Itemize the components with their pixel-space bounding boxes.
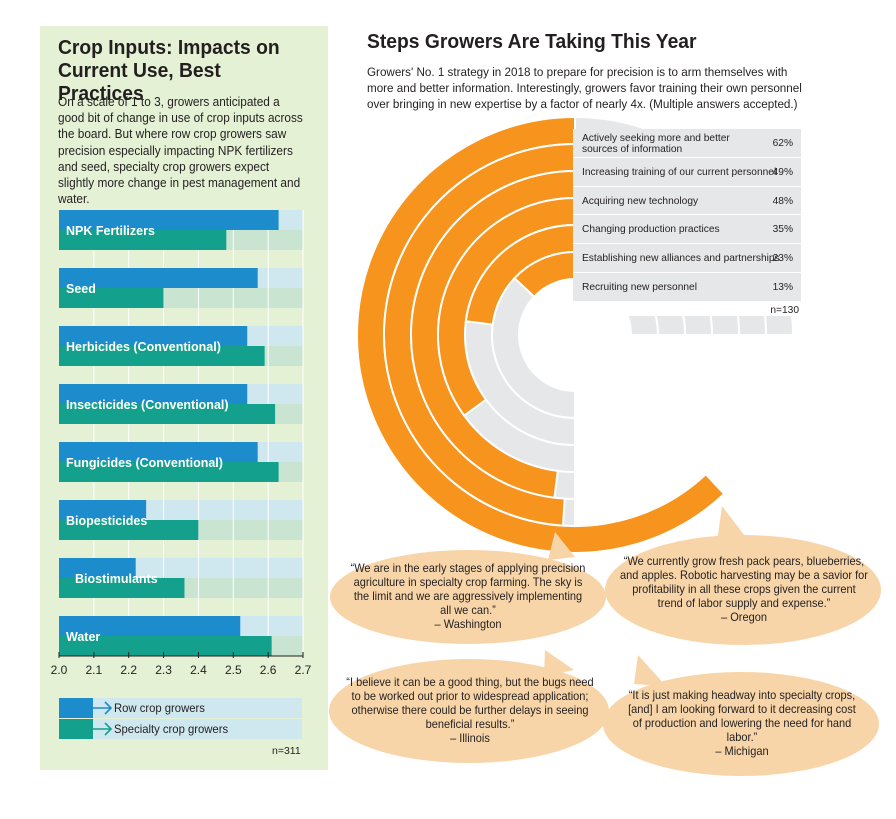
step-percent: 23%: [772, 253, 793, 265]
bar-specialty-crop: [59, 288, 164, 308]
quote-michigan: “It is just making headway into specialt…: [620, 678, 864, 770]
step-label: Recruiting new personnel: [582, 281, 697, 293]
bar-row-crop: [59, 384, 248, 404]
step-label: Establishing new alliances and partnersh…: [582, 253, 780, 265]
step-label: Actively seeking more and better sources…: [582, 133, 730, 155]
x-tick-label: 2.3: [155, 663, 172, 677]
quote-text: “I believe it can be a good thing, but t…: [346, 676, 594, 731]
x-tick-label: 2.2: [120, 663, 137, 677]
category-label: Fungicides (Conventional): [66, 456, 223, 470]
legend-swatch-row-crop: [59, 698, 93, 718]
category-label: Biostimulants: [75, 572, 158, 586]
bar-row-crop: [59, 616, 241, 636]
crop-inputs-sample-size: n=311: [272, 745, 301, 757]
step-label: Changing production practices: [582, 224, 720, 236]
quote-source: – Michigan: [715, 745, 769, 758]
bubble-tail: [634, 655, 666, 686]
table-row: Changing production practices 35%: [573, 215, 801, 245]
table-row: Recruiting new personnel 13%: [573, 272, 801, 302]
table-row: Actively seeking more and better sources…: [573, 129, 801, 158]
quote-source: – Oregon: [721, 611, 767, 624]
step-label: Increasing training of our current perso…: [582, 166, 777, 178]
bars: NPK Fertilizers Seed Herbicides (Conventio…: [59, 210, 279, 656]
category-label: Biopesticides: [66, 514, 147, 528]
category-label: Insecticides (Conventional): [66, 398, 229, 412]
quote-source: – Illinois: [450, 732, 490, 745]
quote-text: “We currently grow fresh pack pears, blu…: [620, 555, 868, 610]
bar-specialty-crop: [59, 636, 272, 656]
legend-swatch-specialty-crop: [59, 719, 93, 739]
quote-text: “It is just making headway into specialt…: [628, 689, 856, 744]
arrow-right-icon: [93, 701, 113, 715]
bar-row-crop: [59, 210, 279, 230]
bar-specialty-crop: [59, 462, 279, 482]
bubble-tail: [548, 532, 575, 560]
bar-row-crop: [59, 500, 147, 520]
bubble-tail: [717, 506, 748, 542]
bar-row-crop: [59, 268, 258, 288]
x-tick-label: 2.1: [86, 663, 103, 677]
legend-row-crop: Row crop growers: [59, 698, 302, 718]
legend-label-row-crop: Row crop growers: [114, 701, 205, 715]
step-percent: 48%: [772, 195, 793, 207]
table-row: Acquiring new technology 48%: [573, 186, 801, 216]
quote-text: “We are in the early stages of applying …: [350, 562, 586, 617]
x-tick-label: 2.7: [295, 663, 312, 677]
steps-sample-size: n=130: [770, 304, 799, 316]
legend-label-specialty-crop: Specialty crop growers: [114, 722, 229, 736]
quote-oregon: “We currently grow fresh pack pears, blu…: [613, 538, 875, 642]
table-row: Increasing training of our current perso…: [573, 157, 801, 187]
steps-title: Steps Growers Are Taking This Year: [367, 30, 697, 53]
bar-row-crop: [59, 558, 136, 578]
crop-inputs-title: Crop Inputs: Impacts on Current Use, Bes…: [58, 36, 280, 105]
bar-row-crop: [59, 442, 258, 462]
quote-source: – Washington: [434, 618, 502, 631]
x-tick-label: 2.6: [260, 663, 277, 677]
category-label: Seed: [66, 282, 96, 296]
crop-inputs-description: On a scale of 1 to 3, growers anticipate…: [58, 95, 303, 207]
bar-specialty-crop: [59, 346, 265, 366]
category-label: Herbicides (Conventional): [66, 340, 221, 354]
bubble-shape: [603, 672, 879, 776]
x-tick-label: 2.4: [190, 663, 207, 677]
bubble-shape: [605, 535, 881, 645]
table-row: Establishing new alliances and partnersh…: [573, 244, 801, 273]
step-percent: 49%: [772, 166, 793, 178]
x-tick-label: 2.0: [51, 663, 68, 677]
bar-specialty-crop: [59, 520, 199, 540]
step-percent: 35%: [772, 224, 793, 236]
steps-description: Growers' No. 1 strategy in 2018 to prepa…: [367, 65, 802, 111]
quote-washington: “We are in the early stages of applying …: [341, 552, 595, 642]
category-label: NPK Fertilizers: [66, 224, 155, 238]
radial-bars: [356, 115, 726, 554]
step-percent: 13%: [772, 281, 793, 293]
bar-row-crop: [59, 326, 248, 346]
x-tick-label: 2.5: [225, 663, 242, 677]
legend-specialty-crop: Specialty crop growers: [59, 719, 302, 739]
steps-table: Actively seeking more and better sources…: [573, 129, 801, 316]
quote-illinois: “I believe it can be a good thing, but t…: [338, 662, 602, 760]
bar-specialty-crop: [59, 230, 227, 250]
bar-specialty-crop: [59, 404, 276, 424]
x-axis: 2.0 2.1 2.2 2.3 2.4 2.5 2.6 2.7: [51, 652, 312, 677]
bubble-shape: [330, 550, 606, 644]
bar-specialty-crop: [59, 578, 185, 598]
step-percent: 62%: [772, 138, 793, 149]
bubble-shape: [329, 659, 609, 763]
category-label: Water: [66, 630, 100, 644]
step-label: Acquiring new technology: [582, 195, 699, 207]
arrow-right-icon: [93, 722, 113, 736]
